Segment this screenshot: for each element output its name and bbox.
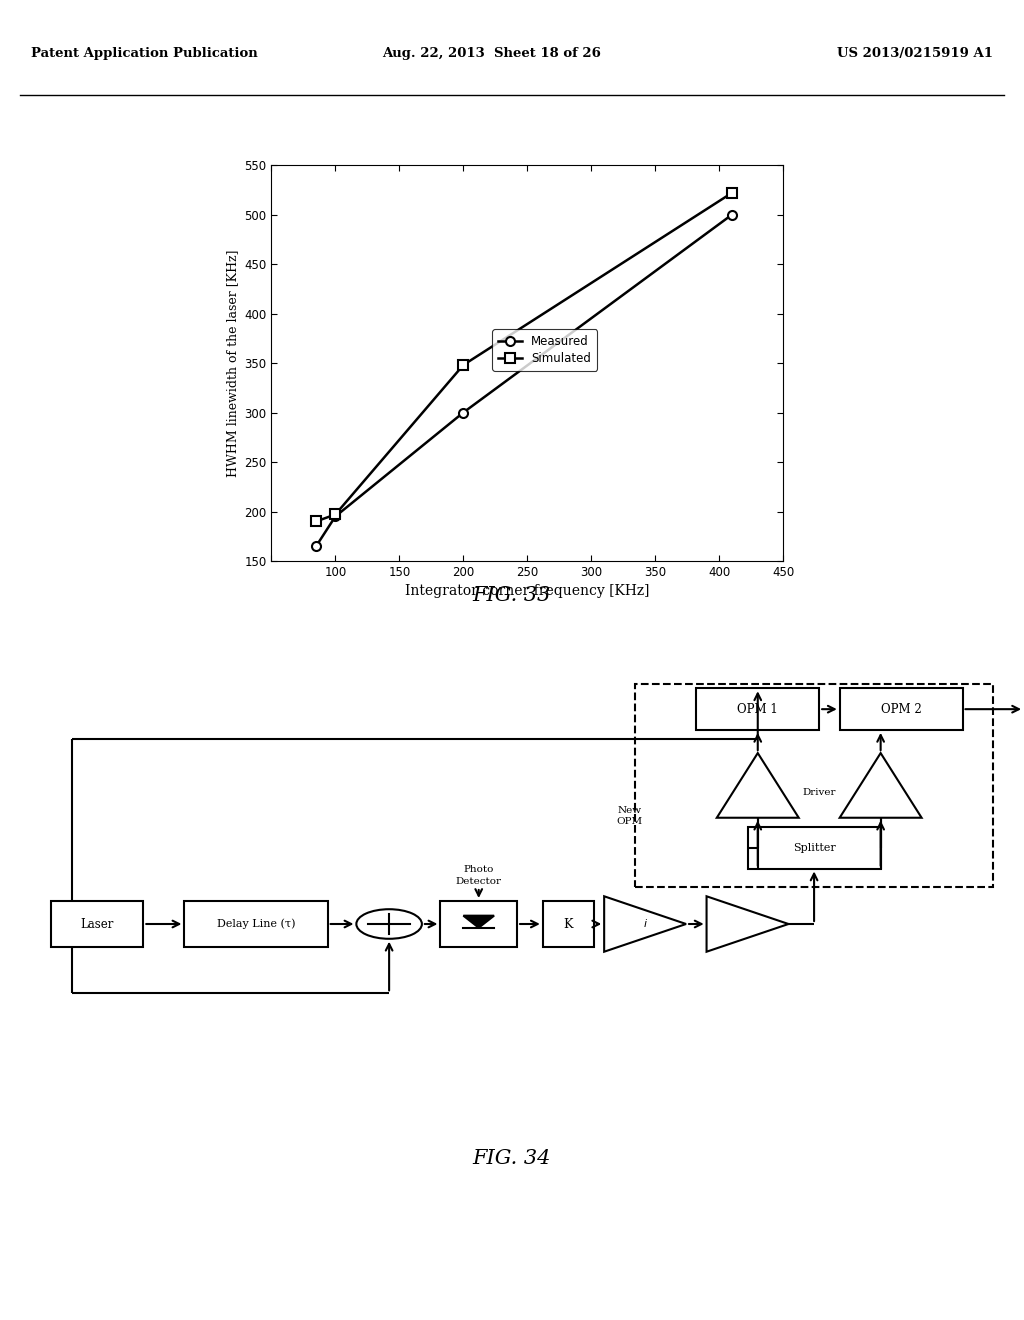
Text: FIG. 33: FIG. 33 [473,586,551,605]
Bar [748,826,881,869]
Text: OPM 1: OPM 1 [737,702,778,715]
Measured [726,206,738,222]
Simulated [726,185,738,201]
Bar [635,684,993,887]
Text: Delay Line (τ): Delay Line (τ) [217,919,295,929]
X-axis label: Integrator corner frequency [KHz]: Integrator corner frequency [KHz] [406,585,649,598]
Text: US 2013/0215919 A1: US 2013/0215919 A1 [838,46,993,59]
Line: Simulated: Simulated [311,189,736,525]
Bar [543,900,594,948]
Measured [457,405,469,421]
Polygon shape [463,916,494,928]
Text: FIG. 34: FIG. 34 [473,1148,551,1168]
Polygon shape [707,896,788,952]
Polygon shape [840,752,922,817]
Simulated [330,507,342,523]
Polygon shape [717,752,799,817]
Text: Splitter: Splitter [793,842,836,853]
Text: i: i [643,919,647,929]
Text: OPM 2: OPM 2 [881,702,922,715]
Text: Aug. 22, 2013  Sheet 18 of 26: Aug. 22, 2013 Sheet 18 of 26 [382,46,601,59]
Legend: Measured, Simulated: Measured, Simulated [493,329,597,371]
Text: K: K [563,917,573,931]
Polygon shape [604,896,686,952]
Text: Driver: Driver [803,788,836,797]
Text: Photo
Detector: Photo Detector [456,866,502,886]
Simulated [310,513,323,529]
Text: Patent Application Publication: Patent Application Publication [31,46,257,59]
Bar [440,900,517,948]
Simulated [457,358,469,374]
Bar [184,900,328,948]
Measured [330,508,342,524]
Text: New
OPM: New OPM [616,805,643,826]
Text: Laser: Laser [81,917,114,931]
Bar [696,688,819,730]
Bar [51,900,143,948]
Measured [310,539,323,554]
Circle shape [356,909,422,939]
Bar [840,688,963,730]
Line: Measured: Measured [311,210,736,550]
Y-axis label: HWHM linewidth of the laser [KHz]: HWHM linewidth of the laser [KHz] [225,249,239,477]
